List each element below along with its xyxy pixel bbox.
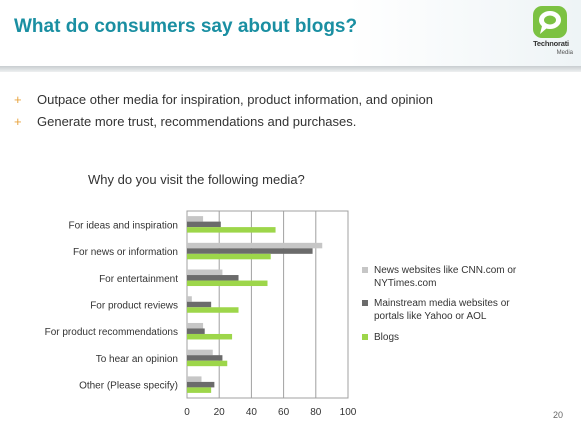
- logo-name: Technorati: [533, 39, 569, 48]
- bar: [187, 328, 205, 334]
- bar: [187, 349, 213, 356]
- bar: [187, 301, 212, 308]
- chart-title: Why do you visit the following media?: [88, 172, 305, 187]
- bullet-text: Generate more trust, recommendations and…: [37, 114, 357, 129]
- bar: [187, 280, 268, 287]
- legend-label: News websites like CNN.com or NYTimes.com: [374, 265, 517, 289]
- plus-bullet-icon: +: [14, 92, 22, 107]
- bar: [187, 376, 202, 382]
- x-tick-label: 40: [246, 407, 258, 418]
- page-number: 20: [553, 410, 564, 420]
- category-label: For news or information: [73, 247, 178, 258]
- bar: [187, 248, 313, 254]
- legend-swatch: [362, 267, 368, 273]
- legend-swatch: [362, 300, 368, 306]
- bullet-text: Outpace other media for inspiration, pro…: [37, 92, 434, 107]
- bar: [187, 275, 239, 281]
- legend-label: Mainstream media websites or portals like…: [374, 298, 510, 322]
- x-tick-label: 80: [310, 407, 322, 418]
- category-label: For product reviews: [90, 301, 178, 312]
- slide-header: What do consumers say about blogs? Techn…: [0, 0, 581, 66]
- bar: [187, 381, 215, 388]
- legend-label: Blogs: [374, 332, 399, 343]
- category-label: For product recommendations: [45, 327, 178, 338]
- plus-bullet-icon: +: [14, 114, 22, 129]
- legend-swatch: [362, 334, 368, 340]
- bar: [187, 296, 192, 302]
- x-tick-label: 60: [278, 407, 290, 418]
- logo-badge-icon: [533, 6, 567, 38]
- header-divider: [0, 66, 581, 72]
- bar: [187, 253, 271, 260]
- bar: [187, 216, 204, 222]
- x-tick-label: 20: [214, 407, 226, 418]
- bar: [187, 221, 221, 228]
- x-tick-label: 100: [340, 407, 357, 418]
- bar: [187, 269, 223, 276]
- bullet-list: + Outpace other media for inspiration, pr…: [14, 92, 433, 136]
- technorati-logo: Technorati Media: [527, 6, 575, 62]
- category-label: To hear an opinion: [96, 354, 178, 365]
- bullet-item: + Generate more trust, recommendations an…: [14, 114, 433, 136]
- category-label: For entertainment: [99, 274, 178, 285]
- bullet-item: + Outpace other media for inspiration, pr…: [14, 92, 433, 114]
- bar: [187, 333, 233, 340]
- category-label: For ideas and inspiration: [68, 220, 178, 231]
- bar: [187, 242, 323, 249]
- bar: [187, 227, 276, 233]
- bar: [187, 355, 223, 361]
- bar: [187, 307, 239, 313]
- slide-title: What do consumers say about blogs?: [14, 16, 358, 37]
- category-label: Other (Please specify): [79, 381, 178, 392]
- x-tick-label: 0: [184, 407, 190, 418]
- bar: [187, 322, 204, 329]
- logo-sub: Media: [556, 50, 573, 56]
- bar: [187, 387, 212, 393]
- bar: [187, 360, 228, 367]
